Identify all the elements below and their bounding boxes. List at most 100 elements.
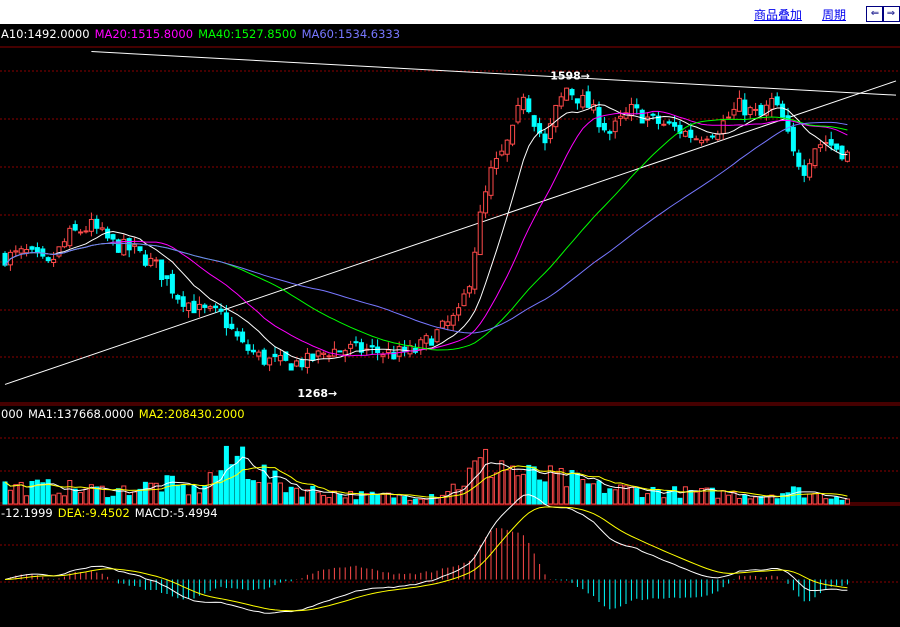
volume-bar-98: [531, 466, 537, 505]
volume-bar-14: [78, 492, 84, 505]
volume-bar-67: [364, 493, 370, 505]
price-legend-item-1: MA20:1515.8000: [95, 27, 194, 41]
candle-body-16: [88, 218, 94, 232]
volume-bar-96: [520, 473, 526, 505]
volume-bar-13: [72, 488, 78, 505]
candle-body-29: [159, 259, 165, 281]
volume-bar-29: [159, 491, 165, 505]
volume-bar-6: [34, 479, 40, 505]
candle-body-129: [699, 139, 705, 144]
candle-body-47: [256, 351, 262, 357]
candle-body-108: [585, 91, 591, 108]
candle-body-28: [153, 259, 159, 262]
candle-body-92: [499, 150, 505, 156]
volume-bar-58: [315, 491, 321, 505]
volume-bar-85: [461, 485, 467, 505]
volume-bar-106: [574, 472, 580, 505]
volume-bar-2: [13, 484, 19, 505]
candle-body-37: [202, 304, 208, 308]
candle-body-116: [628, 103, 634, 117]
candle-body-26: [142, 254, 148, 266]
arrow-left-icon[interactable]: ⇐: [866, 6, 884, 22]
volume-bar-112: [607, 488, 613, 505]
macd-panel: [4, 494, 848, 614]
candle-body-20: [110, 234, 116, 240]
volume-bar-75: [407, 499, 413, 505]
candle-body-34: [186, 302, 192, 312]
candle-body-93: [504, 139, 510, 155]
volume-bar-141: [763, 495, 769, 505]
candle-body-154: [834, 143, 840, 150]
candle-body-65: [353, 341, 359, 344]
volume-bar-114: [618, 484, 624, 505]
candle-body-104: [564, 87, 570, 101]
volume-bar-60: [326, 497, 332, 505]
candle-body-6: [34, 247, 40, 254]
volume-bar-119: [645, 493, 651, 505]
candle-body-4: [24, 249, 30, 254]
arrow-right-icon[interactable]: ⇒: [882, 6, 900, 22]
candle-body-86: [466, 286, 472, 294]
high-annotation: 1598→: [550, 69, 590, 82]
volume-bar-105: [569, 470, 575, 505]
volume-bar-138: [747, 498, 753, 505]
candle-body-84: [456, 307, 462, 316]
volume-bar-46: [250, 480, 256, 505]
candle-body-90: [488, 167, 494, 196]
volume-bar-52: [283, 492, 289, 505]
candle-body-54: [294, 360, 300, 367]
candle-body-131: [709, 135, 715, 138]
candle-body-83: [450, 314, 456, 326]
volume-bar-28: [153, 482, 159, 505]
candle-body-126: [682, 130, 688, 137]
candle-body-57: [310, 353, 316, 361]
candle-body-133: [720, 120, 726, 134]
volume-bar-59: [321, 494, 327, 505]
candle-body-120: [650, 113, 656, 116]
candle-body-42: [229, 323, 235, 329]
candle-body-105: [569, 89, 575, 96]
candle-body-142: [769, 97, 775, 110]
candle-body-14: [78, 231, 84, 234]
volume-bar-70: [380, 493, 386, 505]
candle-body-19: [105, 228, 111, 239]
volume-bar-123: [666, 490, 672, 505]
candle-body-156: [844, 151, 850, 162]
volume-bar-82: [445, 491, 451, 505]
macd-legend-item-2: MACD:-5.4994: [135, 506, 218, 520]
moving-averages: [4, 104, 848, 362]
candle-body-140: [758, 104, 764, 116]
overlay-link[interactable]: 商品叠加: [754, 8, 803, 22]
period-link[interactable]: 周期: [822, 8, 847, 22]
volume-bar-39: [213, 475, 219, 505]
candle-body-97: [526, 98, 532, 113]
candle-body-33: [180, 296, 186, 307]
chart-labels: A10:1492.0000 MA20:1515.8000 MA40:1527.850…: [1, 27, 590, 520]
low-annotation: 1268→: [297, 387, 337, 400]
volume-bar-84: [456, 489, 462, 505]
volume-bar-103: [558, 467, 564, 505]
volume-bar-131: [709, 487, 715, 505]
volume-ma2-line: [4, 465, 848, 499]
volume-bar-88: [477, 457, 483, 505]
volume-legend-item-1: MA1:137668.0000: [28, 407, 134, 421]
volume-bar-57: [310, 485, 316, 505]
candle-body-58: [315, 350, 321, 357]
volume-bar-25: [137, 488, 143, 505]
candle-body-128: [693, 138, 699, 141]
volume-bar-24: [132, 491, 138, 505]
volume-bar-41: [223, 445, 229, 505]
candle-body-113: [612, 120, 618, 133]
candle-body-9: [51, 258, 57, 263]
volume-bar-66: [358, 491, 364, 505]
candle-body-53: [288, 363, 294, 371]
volume-bar-102: [553, 472, 559, 505]
candle-body-155: [839, 145, 845, 160]
candle-body-8: [45, 257, 51, 262]
candle-body-138: [747, 107, 753, 115]
candle-body-25: [137, 246, 143, 252]
ma60-line: [4, 121, 848, 334]
volume-bar-35: [191, 485, 197, 505]
candle-body-141: [763, 104, 769, 116]
candle-body-71: [385, 349, 391, 354]
